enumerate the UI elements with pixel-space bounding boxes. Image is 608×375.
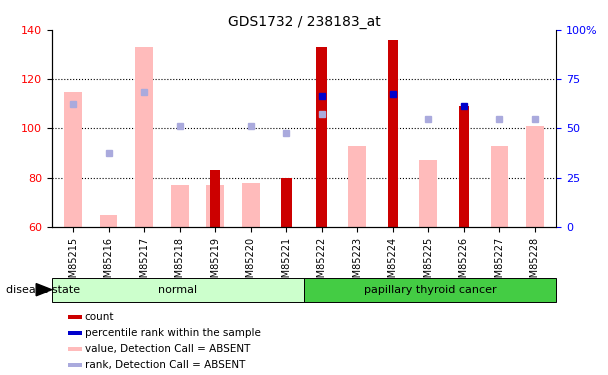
Bar: [491, 146, 508, 227]
Bar: [348, 146, 366, 227]
Bar: [135, 47, 153, 227]
Bar: [316, 47, 327, 227]
Title: GDS1732 / 238183_at: GDS1732 / 238183_at: [227, 15, 381, 29]
Bar: [526, 126, 544, 227]
Bar: [210, 170, 221, 227]
Bar: [281, 178, 292, 227]
Bar: [52, 278, 304, 302]
Text: disease state: disease state: [6, 285, 80, 295]
Bar: [100, 214, 117, 227]
Text: papillary thyroid cancer: papillary thyroid cancer: [364, 285, 497, 295]
Bar: [387, 40, 398, 227]
Text: rank, Detection Call = ABSENT: rank, Detection Call = ABSENT: [85, 360, 245, 370]
Bar: [458, 106, 469, 227]
Text: count: count: [85, 312, 114, 322]
Bar: [420, 160, 437, 227]
Bar: [171, 185, 188, 227]
Text: value, Detection Call = ABSENT: value, Detection Call = ABSENT: [85, 344, 250, 354]
Bar: [68, 347, 82, 351]
Bar: [68, 331, 82, 335]
Bar: [64, 92, 82, 227]
Bar: [242, 183, 260, 227]
Text: normal: normal: [158, 285, 198, 295]
Text: percentile rank within the sample: percentile rank within the sample: [85, 328, 261, 338]
Bar: [206, 185, 224, 227]
Bar: [304, 278, 556, 302]
Polygon shape: [36, 284, 52, 296]
Bar: [68, 315, 82, 319]
Bar: [68, 363, 82, 367]
